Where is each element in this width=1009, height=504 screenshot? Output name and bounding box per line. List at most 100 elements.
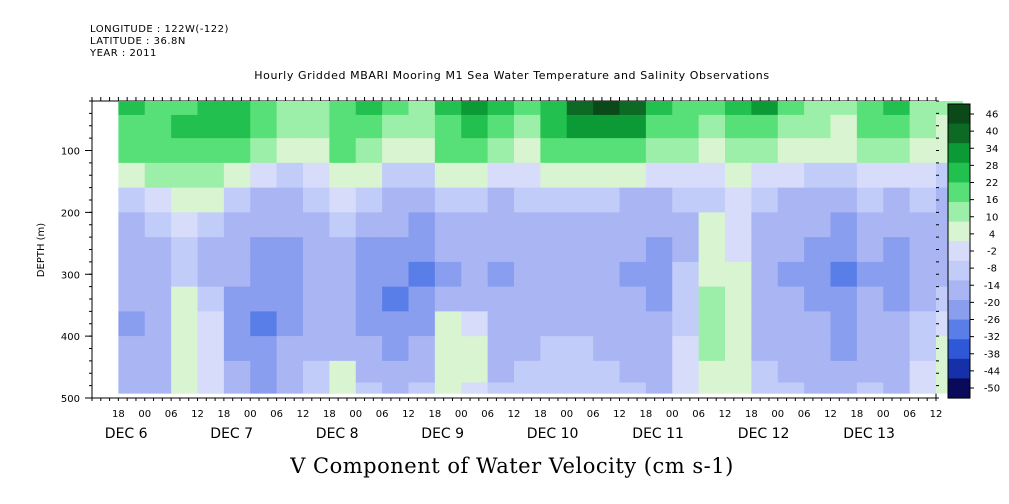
heatmap-cell	[540, 382, 568, 394]
heatmap-cell	[303, 237, 330, 263]
heatmap-cell	[329, 101, 357, 116]
heatmap-cell	[197, 237, 225, 263]
heatmap-cell	[408, 382, 436, 394]
heatmap-cell	[725, 212, 752, 238]
heatmap-cell	[645, 162, 673, 189]
heatmap-cell	[223, 162, 251, 189]
heatmap-cell	[355, 261, 383, 288]
heatmap-cell	[804, 138, 832, 164]
heatmap-cell	[382, 261, 410, 288]
colorbar-swatch	[948, 143, 970, 164]
heatmap-cell	[725, 138, 752, 164]
heatmap-cell	[461, 360, 489, 384]
heatmap-cell	[645, 212, 673, 238]
heatmap-cell	[830, 261, 858, 288]
heatmap-cell	[593, 114, 621, 139]
heatmap-cell	[355, 138, 383, 164]
heatmap-cell	[593, 311, 621, 337]
heatmap-cell	[276, 138, 304, 164]
colorbar-label: 16	[986, 195, 999, 206]
heatmap-cell	[514, 212, 541, 238]
heatmap-cell	[909, 286, 937, 312]
heatmap-cell	[672, 237, 700, 263]
heatmap-cell	[909, 138, 937, 164]
heatmap-cell	[276, 212, 304, 238]
heatmap-cell	[751, 261, 779, 288]
heatmap-cell	[593, 237, 621, 263]
heatmap-cell	[566, 286, 594, 312]
colorbar-swatch	[948, 182, 970, 203]
heatmap-cell	[777, 336, 805, 362]
chart-title: Hourly Gridded MBARI Mooring M1 Sea Wate…	[254, 69, 770, 82]
heatmap-cell	[751, 286, 779, 312]
x-tick-label: 18	[640, 409, 653, 420]
heatmap-cell	[250, 138, 278, 164]
heatmap-cell	[382, 212, 410, 238]
heatmap-cell	[355, 212, 383, 238]
heatmap-cell	[382, 311, 410, 337]
heatmap-cell	[276, 187, 304, 213]
heatmap-cell	[303, 382, 330, 394]
x-tick-label: 18	[218, 409, 231, 420]
heatmap-cell	[408, 336, 436, 362]
heatmap-cell	[698, 382, 726, 394]
heatmap-cell	[514, 237, 541, 263]
heatmap-cell	[118, 311, 146, 337]
heatmap-cell	[593, 286, 621, 312]
heatmap-cell	[672, 212, 700, 238]
heatmap-cell	[303, 336, 330, 362]
x-tick-label: 00	[455, 409, 468, 420]
heatmap-cell	[223, 187, 251, 213]
heatmap-cell	[461, 162, 489, 189]
heatmap-cell	[144, 336, 172, 362]
x-tick-label: 12	[191, 409, 204, 420]
heatmap-cell	[909, 101, 937, 116]
x-date-label: DEC 11	[632, 426, 684, 442]
heatmap-cell	[487, 212, 515, 238]
heatmap-cell	[382, 114, 410, 139]
heatmap-cell	[725, 360, 752, 384]
heatmap-cell	[830, 237, 858, 263]
heatmap-cell	[197, 261, 225, 288]
colorbar-swatch	[948, 378, 970, 399]
heatmap-cell	[777, 212, 805, 238]
heatmap-cell	[672, 138, 700, 164]
heatmap-cell	[751, 311, 779, 337]
heatmap-cell	[777, 382, 805, 394]
heatmap-cell	[751, 382, 779, 394]
heatmap-cell	[593, 162, 621, 189]
heatmap-cell	[725, 187, 752, 213]
heatmap-cell	[355, 336, 383, 362]
heatmap-cell	[909, 162, 937, 189]
heatmap-cell	[804, 336, 832, 362]
x-tick-label: 00	[560, 409, 573, 420]
x-tick-label: 00	[877, 409, 890, 420]
heatmap-cell	[250, 101, 278, 116]
heatmap-cell	[856, 237, 884, 263]
heatmap-cell	[645, 237, 673, 263]
heatmap-cell	[725, 311, 752, 337]
heatmap-cell	[355, 311, 383, 337]
heatmap-cell	[883, 212, 911, 238]
heatmap-cell	[514, 114, 541, 139]
heatmap-cell	[909, 187, 937, 213]
heatmap-cell	[171, 311, 199, 337]
heatmap-cell	[197, 101, 225, 116]
heatmap-cell	[830, 138, 858, 164]
heatmap-cell	[830, 311, 858, 337]
x-tick-label: 06	[270, 409, 283, 420]
heatmap-cell	[303, 360, 330, 384]
heatmap-cell	[540, 261, 568, 288]
heatmap-cell	[514, 162, 541, 189]
heatmap-cell	[171, 212, 199, 238]
heatmap-cell	[434, 237, 462, 263]
heatmap-cell	[672, 261, 700, 288]
heatmap-cell	[645, 261, 673, 288]
heatmap-cell	[118, 382, 146, 394]
heatmap-cell	[434, 286, 462, 312]
x-tick-label: 00	[244, 409, 257, 420]
x-date-label: DEC 7	[210, 426, 253, 442]
heatmap-cell	[856, 382, 884, 394]
heatmap-cell	[883, 162, 911, 189]
heatmap-cell	[645, 114, 673, 139]
